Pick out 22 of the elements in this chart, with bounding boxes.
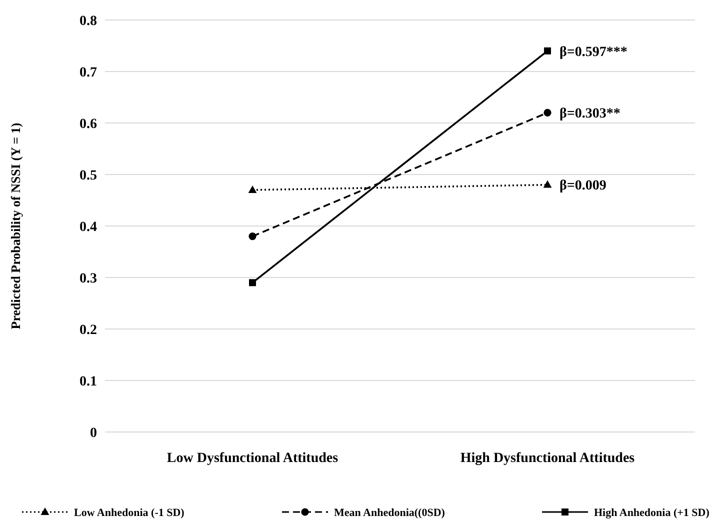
point [248, 232, 256, 240]
annotation: β=0.009 [560, 178, 606, 194]
legend-label: Low Anhedonia (-1 SD) [74, 506, 185, 519]
y-tick-label: 0.4 [80, 220, 97, 235]
y-tick-label: 0 [90, 426, 97, 441]
y-tick-label: 0.1 [80, 374, 97, 390]
legend-label: High Anhedonia (+1 SD) [594, 506, 710, 519]
y-axis-title: Predicted Probability of NSSI (Y = 1) [8, 122, 23, 330]
y-tick-label: 0.8 [80, 14, 97, 29]
point [544, 47, 551, 54]
y-tick-label: 0.5 [80, 168, 97, 184]
y-tick-label: 0.3 [80, 271, 97, 286]
y-tick-label: 0.2 [80, 322, 97, 338]
y-tick-label: 0.6 [80, 116, 97, 132]
y-tick-label: 0.7 [80, 65, 97, 80]
x-tick-label: High Dysfunctional Attitudes [460, 450, 636, 466]
legend-label: Mean Anhedonia((0SD) [334, 506, 446, 519]
annotation: β=0.303** [560, 106, 620, 122]
point [249, 279, 256, 286]
x-tick-label: Low Dysfunctional Attitudes [166, 450, 339, 466]
point [544, 108, 552, 116]
annotation: β=0.597*** [560, 44, 628, 60]
